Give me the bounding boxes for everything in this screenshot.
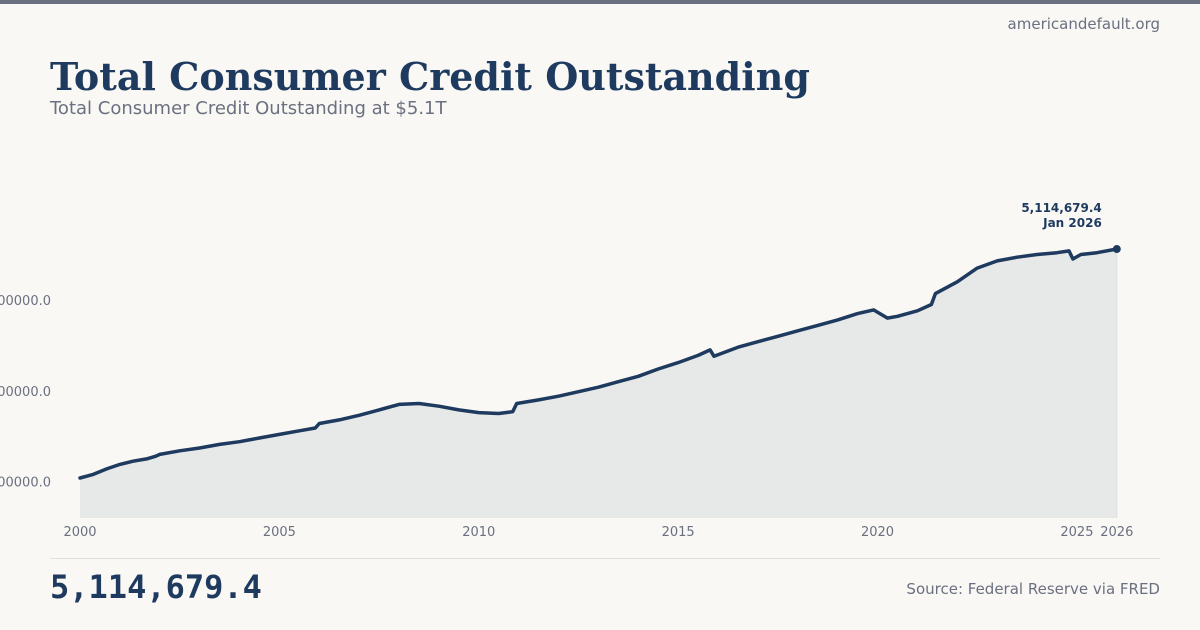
top-accent-bar	[0, 0, 1200, 4]
series-line	[78, 247, 1119, 480]
y-axis: 1500000.0 2500000.0 3500000.0	[0, 294, 51, 491]
x-tick-label: 2020	[861, 525, 894, 540]
latest-value: 5,114,679.4	[50, 568, 262, 606]
y-tick-label: 2500000.0	[0, 385, 51, 400]
x-tick-label: 2005	[263, 525, 296, 540]
y-tick-label: 1500000.0	[0, 476, 51, 491]
x-tick-label: 2010	[462, 525, 495, 540]
page-title: Total Consumer Credit Outstanding	[50, 54, 810, 99]
chart: 1500000.0 2500000.0 3500000.0 2000 2005 2010…	[0, 201, 1133, 540]
x-tick-label: 2026	[1100, 525, 1133, 540]
page-subtitle: Total Consumer Credit Outstanding at $5.…	[50, 98, 447, 119]
footer-divider	[50, 558, 1160, 559]
annotation-value: 5,114,679.4	[1021, 201, 1101, 215]
annotation-date: Jan 2026	[1042, 216, 1102, 230]
x-tick-label: 2000	[63, 525, 96, 540]
x-tick-label: 2015	[662, 525, 695, 540]
end-point	[1112, 245, 1121, 254]
x-axis: 2000 2005 2010 2015 2020 2025 2026	[63, 525, 1133, 540]
y-tick-label: 3500000.0	[0, 294, 51, 309]
area-fill	[80, 249, 1117, 518]
source-note: Source: Federal Reserve via FRED	[906, 580, 1160, 598]
site-name: americandefault.org	[1007, 15, 1160, 33]
x-tick-label: 2025	[1060, 525, 1093, 540]
